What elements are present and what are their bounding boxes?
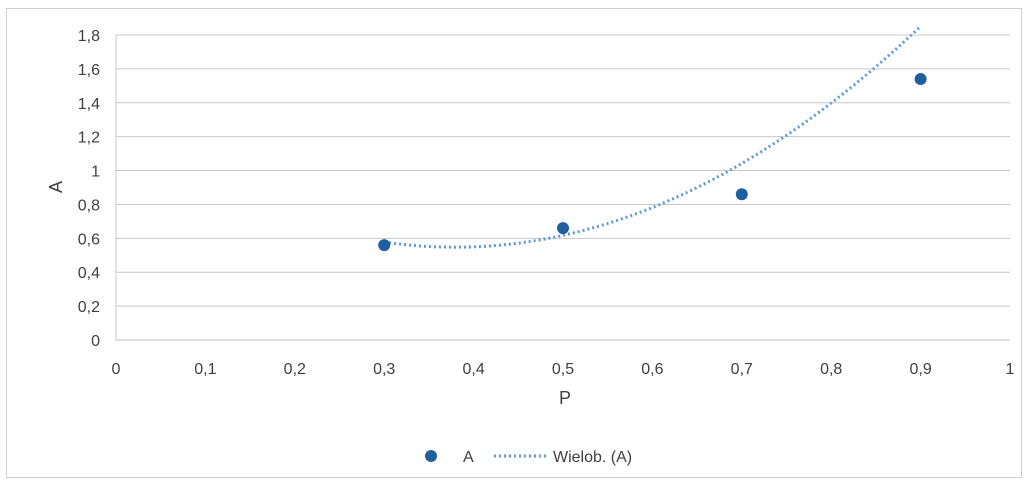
y-tick-label-8: 1,6 (78, 62, 100, 79)
y-tick-label-1: 0,2 (78, 299, 100, 316)
y-tick-label-2: 0,4 (78, 265, 100, 282)
y-tick-label-3: 0,6 (78, 231, 100, 248)
legend-label-trendline: Wielob. (A) (553, 449, 632, 466)
data-point-2 (736, 188, 748, 200)
x-axis-ticks: 0 0,1 0,2 0,3 0,4 0,5 0,6 0,7 0,8 0,9 1 (112, 361, 1015, 378)
x-tick-label-8: 0,8 (820, 361, 842, 378)
x-tick-label-0: 0 (112, 361, 121, 378)
x-tick-label-1: 0,1 (194, 361, 216, 378)
x-tick-label-10: 1 (1006, 361, 1015, 378)
data-points (378, 73, 926, 251)
y-axis-title: A (46, 181, 66, 193)
y-tick-label-0: 0 (91, 333, 100, 350)
x-axis-title: P (559, 388, 571, 408)
y-tick-label-9: 1,8 (78, 28, 100, 45)
gridlines (116, 35, 1010, 340)
x-tick-label-6: 0,6 (641, 361, 663, 378)
legend-label-a: A (463, 449, 474, 466)
y-axis-ticks: 0 0,2 0,4 0,6 0,8 1 1,2 1,4 1,6 1,8 (78, 28, 100, 350)
legend-marker-a (425, 450, 437, 462)
data-point-3 (915, 73, 927, 85)
x-tick-label-9: 0,9 (909, 361, 931, 378)
x-tick-label-5: 0,5 (552, 361, 574, 378)
x-tick-label-3: 0,3 (373, 361, 395, 378)
x-tick-label-7: 0,7 (731, 361, 753, 378)
legend: A Wielob. (A) (425, 449, 632, 466)
data-point-0 (378, 239, 390, 251)
y-tick-label-5: 1 (91, 164, 100, 181)
x-tick-label-4: 0,4 (462, 361, 484, 378)
x-tick-label-2: 0,2 (284, 361, 306, 378)
y-tick-label-7: 1,4 (78, 96, 100, 113)
data-point-1 (557, 222, 569, 234)
y-tick-label-6: 1,2 (78, 130, 100, 147)
y-tick-label-4: 0,8 (78, 197, 100, 214)
